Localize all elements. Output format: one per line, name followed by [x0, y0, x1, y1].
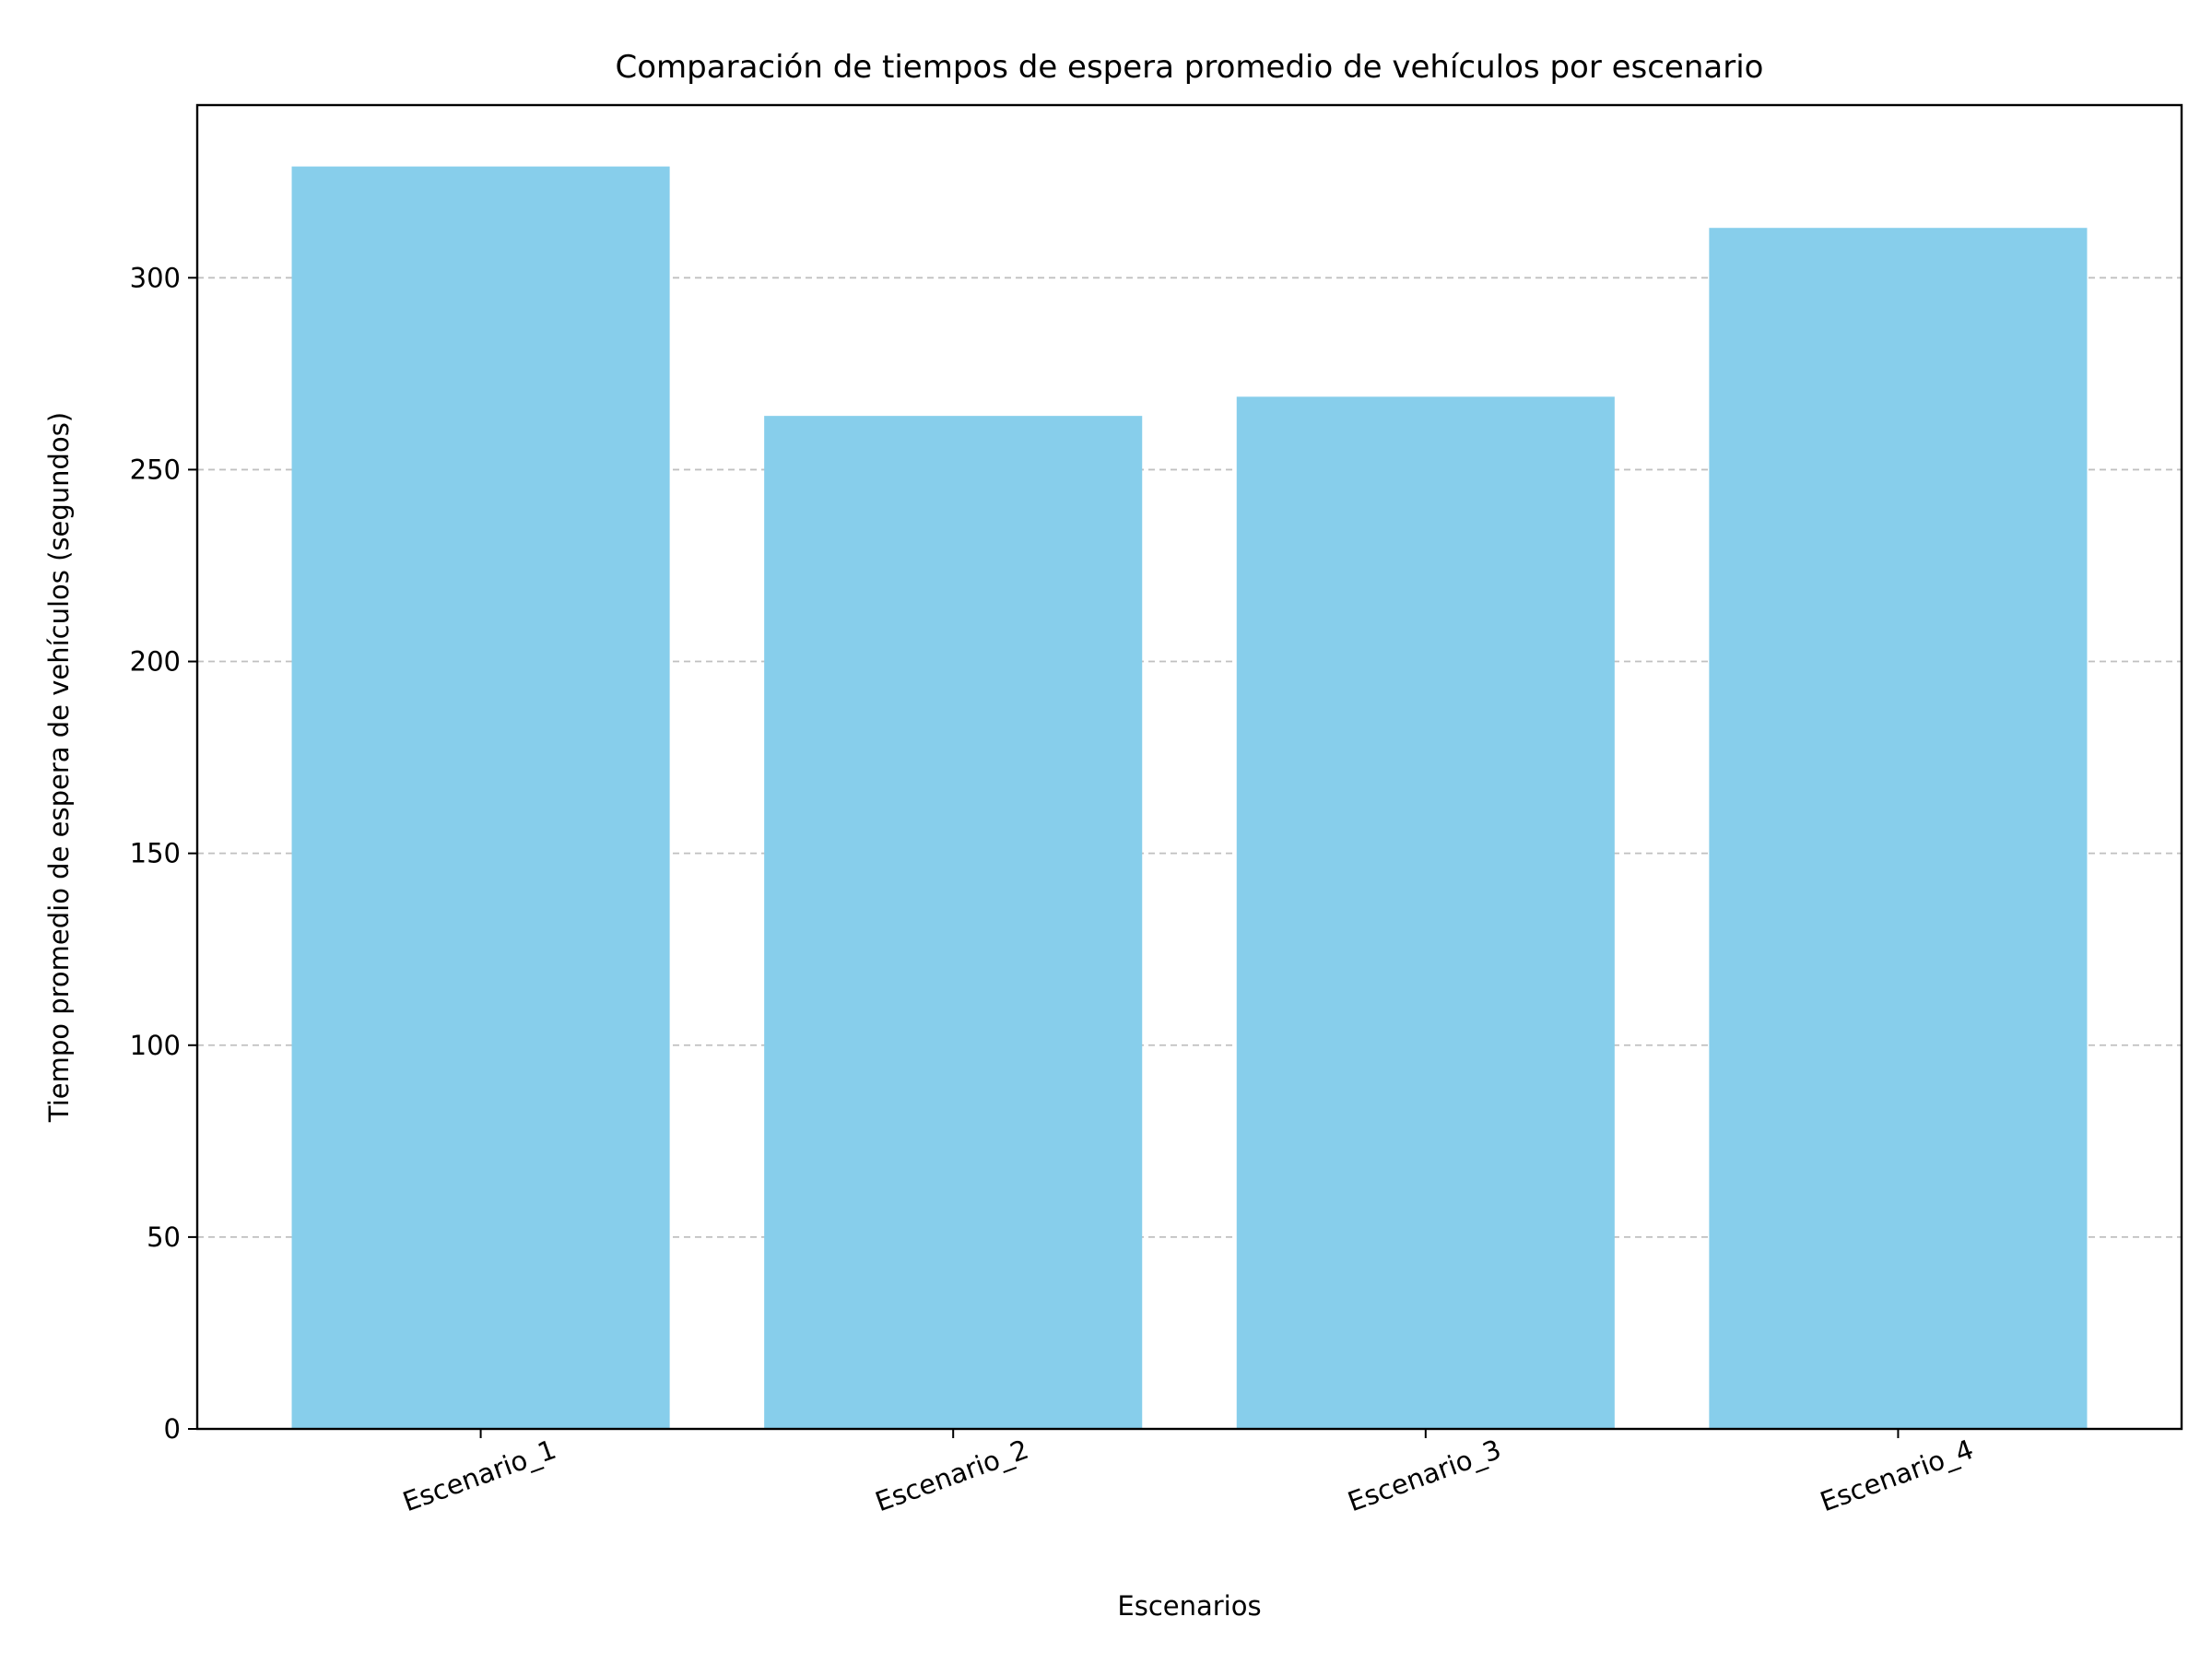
chart-title: Comparación de tiempos de espera promedi… [616, 49, 1764, 86]
bar-escenario-4 [1709, 228, 2088, 1429]
bars [291, 166, 2088, 1430]
x-tick-label: Escenario_1 [399, 1434, 560, 1517]
y-tick-label: 100 [130, 1030, 181, 1061]
bar-escenario-2 [764, 416, 1143, 1429]
x-tick-label: Escenario_2 [871, 1434, 1032, 1517]
y-tick-label: 250 [130, 454, 181, 485]
bar-escenario-1 [291, 166, 670, 1429]
x-tick-label: Escenario_4 [1816, 1434, 1977, 1517]
y-axis-label: Tiempo promedio de espera de vehículos (… [43, 412, 75, 1123]
y-tick-label: 0 [164, 1413, 181, 1445]
x-axis-label: Escenarios [1117, 1590, 1261, 1622]
y-tick-label: 200 [130, 646, 181, 678]
x-tick-label: Escenario_3 [1344, 1434, 1505, 1517]
y-tick-label: 150 [130, 838, 181, 869]
x-axis-ticks: Escenario_1 Escenario_2 Escenario_3 Escenar… [399, 1429, 1978, 1517]
y-tick-label: 300 [130, 262, 181, 293]
y-axis-ticks: 0 50 100 150 200 250 300 [130, 262, 197, 1445]
y-tick-label: 50 [147, 1221, 181, 1253]
bar-escenario-3 [1236, 396, 1615, 1430]
plot-frame [195, 103, 2183, 1431]
